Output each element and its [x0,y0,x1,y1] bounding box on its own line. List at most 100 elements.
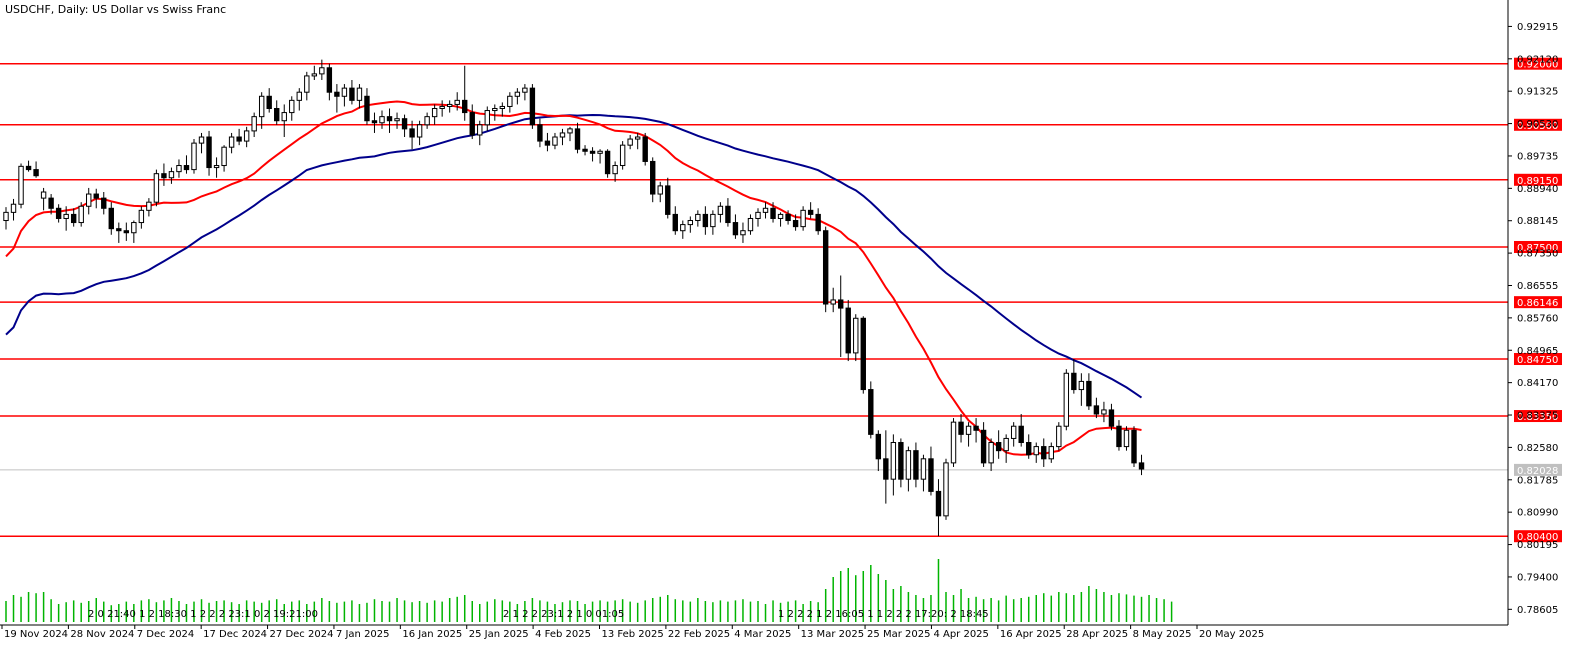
price-tick-label: 0.86555 [1517,281,1558,292]
level-label: 0.80400 [1517,532,1558,543]
candle-body-up [1010,425,1017,439]
date-tick-label: 13 Mar 2025 [801,629,864,640]
candle-body-down [25,165,32,171]
candle-body-up [680,224,686,232]
candle-body-up [10,203,17,213]
level-label: 0.86146 [1517,298,1558,309]
candle-body-up [221,146,227,167]
candle-body-up [567,128,573,134]
candle-body-down [582,148,588,152]
level-label-box [1514,118,1562,131]
candle-body-up [710,213,716,228]
price-tick-label: 0.87350 [1517,249,1558,260]
candle-body-up [800,209,806,228]
candle-body-down [822,230,829,305]
candle-body-down [1116,425,1122,448]
candle-body-down [183,165,190,171]
candle-body-up [416,124,423,138]
candle-body-up [627,138,633,146]
price-tick-label: 0.88145 [1517,216,1558,227]
level-label-box [1514,173,1562,186]
price-tick-label: 0.80195 [1517,540,1558,551]
candle-body-down [604,150,611,175]
candle-body-up [311,73,318,77]
candle-body-down [326,67,333,93]
candle-body-up [988,442,994,464]
candle-body-up [559,132,566,138]
candle-body-up [18,165,24,205]
level-label-box [1514,530,1562,543]
price-tick-label: 0.88940 [1517,184,1558,195]
date-tick-label: 13 Feb 2025 [602,629,664,640]
candle-body-up [341,87,348,97]
date-tick-label: 17 Dec 2024 [203,629,267,640]
candle-body-down [1138,462,1145,470]
candle-body-down [266,95,272,110]
candle-body-up [777,213,784,219]
candle-body-down [883,458,889,480]
candle-body-down [1026,442,1032,456]
candle-body-up [198,136,205,144]
candle-body-up [597,150,603,154]
candle-body-up [168,171,175,179]
candle-body-down [702,213,709,228]
date-tick-label: 4 Apr 2025 [933,629,988,640]
candle-body-down [958,421,964,435]
level-label-box [1514,296,1562,309]
candle-body-up [1033,446,1039,456]
price-tick-label: 0.89735 [1517,151,1558,162]
date-tick-label: 7 Dec 2024 [137,629,195,640]
candle-body-down [236,136,242,142]
candle-body-up [3,211,9,222]
date-tick-label: 22 Feb 2025 [668,629,730,640]
candle-body-down [1071,372,1077,391]
candle-body-down [860,317,866,391]
candle-body-down [161,173,167,179]
volume-tag-text: 1 2 2 2 1 2 16:05 1 1 2 2 2 17:20: 2 18:… [778,609,989,620]
price-tick-label: 0.91325 [1517,87,1558,98]
candle-body-down [371,120,378,124]
price-tick-label: 0.83375 [1517,411,1558,422]
candle-body-up [1078,380,1085,391]
price-tick-label: 0.92915 [1517,22,1558,33]
candle-body-up [747,217,754,232]
candle-body-up [492,108,498,112]
candle-body-up [522,87,528,93]
moving-average-fast [5,100,1142,456]
candle-body-down [1131,429,1137,464]
candle-body-down [913,450,919,480]
candle-body-up [138,209,145,224]
candle-body-down [469,112,475,136]
level-label-box [1514,410,1562,423]
candle-body-up [965,425,972,435]
candle-body-down [875,433,882,460]
current-price-box [1514,463,1562,476]
candle-body-up [446,103,453,107]
candle-body-down [544,140,551,146]
candle-body-up [78,205,84,224]
candle-body-up [1056,425,1062,448]
candle-body-down [462,99,468,114]
candle-body-up [213,165,220,169]
candle-body-up [762,207,769,213]
candle-body-up [499,105,506,110]
candle-body-up [1101,409,1107,415]
candle-body-down [1108,409,1115,427]
candle-body-down [401,118,408,130]
candle-body-down [1086,380,1092,407]
candle-body-up [394,118,400,122]
candle-body-up [1123,429,1130,448]
candle-body-up [379,116,385,124]
candle-body-up [153,173,160,203]
candle-body-down [672,213,678,232]
candle-body-down [386,116,393,122]
candle-body-down [537,124,543,142]
volume-bars: 2 0 21:40 1 2 18:30 1 2 2 2 23:1 0 2 19:… [5,559,1173,622]
candle-body-down [93,193,99,199]
date-tick-label: 28 Nov 2024 [70,629,134,640]
candle-body-up [687,220,694,226]
candle-body-up [905,450,912,480]
date-tick-label: 27 Dec 2024 [270,629,334,640]
candle-body-down [980,429,987,464]
